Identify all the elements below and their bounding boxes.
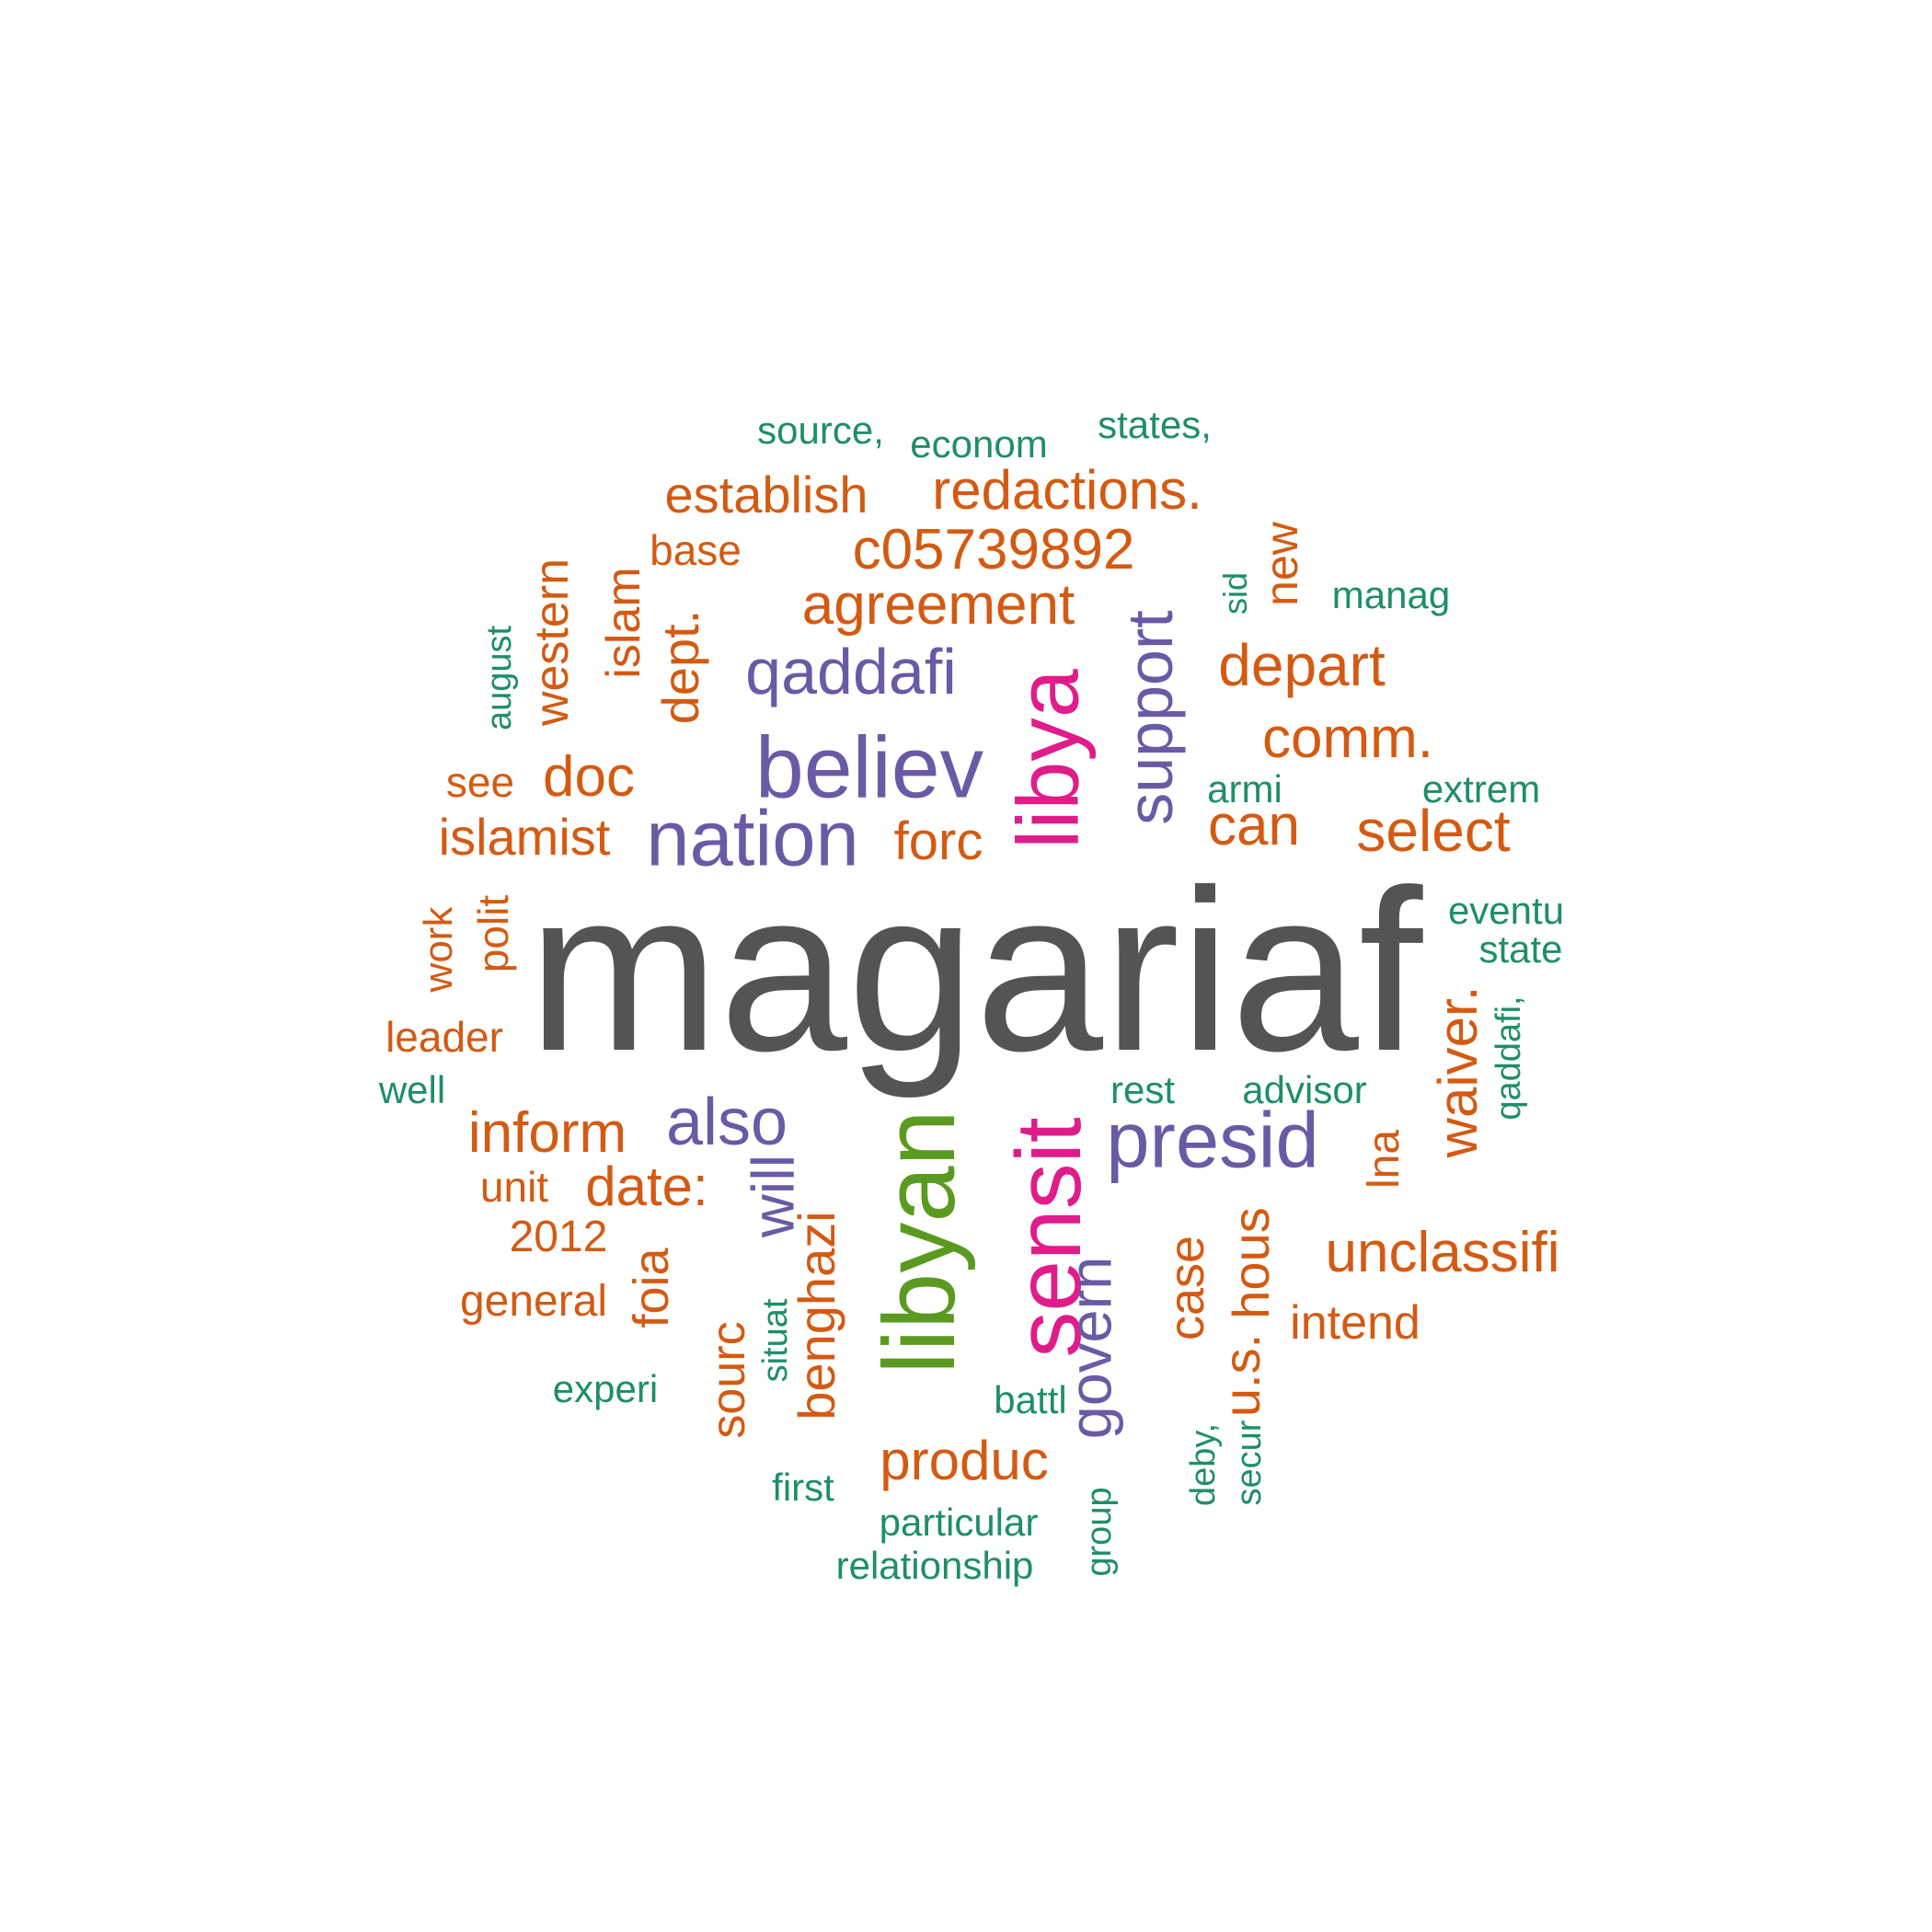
word-rest: rest bbox=[1110, 1068, 1176, 1111]
word-govern: govern bbox=[1056, 1256, 1124, 1440]
word-source: source, bbox=[757, 408, 884, 452]
word-inform: inform bbox=[467, 1101, 627, 1165]
word-qaddafi: qaddafi bbox=[745, 636, 957, 707]
word-nation: nation bbox=[646, 795, 859, 883]
word-also: also bbox=[665, 1086, 788, 1159]
word-armi: armi bbox=[1207, 767, 1282, 811]
word-work: work bbox=[416, 906, 461, 993]
word-situat: situat bbox=[756, 1298, 795, 1383]
word-believ: believ bbox=[754, 719, 984, 817]
word-magariaf: magariaf bbox=[527, 842, 1423, 1098]
word-secur: secur bbox=[1230, 1420, 1269, 1506]
word-polit: polit bbox=[469, 894, 517, 973]
word-agreement: agreement bbox=[801, 573, 1075, 637]
word-case: case bbox=[1159, 1235, 1214, 1341]
word-deby: deby, bbox=[1184, 1422, 1223, 1507]
word-states: states, bbox=[1098, 403, 1212, 446]
word-unclassifi: unclassifi bbox=[1325, 1221, 1560, 1284]
word-foia: foia bbox=[624, 1248, 679, 1328]
word-support: support bbox=[1114, 610, 1186, 825]
word-intend: intend bbox=[1290, 1296, 1420, 1350]
word-forc: forc bbox=[893, 811, 983, 871]
word-depart: depart bbox=[1218, 632, 1386, 698]
word-dept: dept. bbox=[651, 609, 709, 725]
word-manag: manag bbox=[1331, 573, 1451, 616]
word-produc: produc bbox=[880, 1430, 1049, 1491]
word-extrem: extrem bbox=[1421, 767, 1541, 811]
word-base: base bbox=[650, 526, 742, 574]
word-libyan: libyan bbox=[863, 1110, 976, 1374]
word-sid: sid bbox=[1216, 571, 1254, 615]
word-group: group bbox=[1080, 1487, 1119, 1577]
word-leader: leader bbox=[385, 1013, 503, 1061]
word-presid: presid bbox=[1106, 1097, 1319, 1185]
word-date: date: bbox=[585, 1156, 708, 1217]
word-hous: hous bbox=[1222, 1207, 1280, 1319]
word-2012: 2012 bbox=[509, 1213, 608, 1261]
word-islamist: islamist bbox=[438, 808, 611, 866]
word-new: new bbox=[1256, 522, 1307, 606]
word-islam: islam bbox=[597, 567, 650, 679]
word-qaddafi-comma: qaddafi, bbox=[1489, 995, 1528, 1121]
word-eventu: eventu bbox=[1447, 889, 1565, 932]
word-doc: doc bbox=[543, 745, 635, 809]
word-can: can bbox=[1208, 794, 1300, 857]
word-lna: lna bbox=[1360, 1129, 1409, 1190]
word-general: general bbox=[459, 1277, 608, 1326]
word-establish: establish bbox=[664, 466, 868, 523]
word-august: august bbox=[480, 625, 519, 731]
word-waiver: waiver. bbox=[1427, 985, 1489, 1158]
word-well: well bbox=[378, 1068, 446, 1111]
word-particular: particular bbox=[879, 1501, 1039, 1544]
word-unit: unit bbox=[479, 1163, 549, 1211]
word-state: state bbox=[1478, 927, 1563, 971]
word-first: first bbox=[772, 1466, 834, 1509]
word-select: select bbox=[1356, 798, 1511, 864]
word-econom: econom bbox=[910, 422, 1048, 466]
word-redactions: redactions. bbox=[932, 459, 1202, 521]
word-relationship: relationship bbox=[835, 1544, 1034, 1587]
word-experi: experi bbox=[552, 1367, 659, 1410]
word-comm: comm. bbox=[1262, 707, 1433, 770]
word-battl: battl bbox=[994, 1378, 1067, 1421]
word-advisor: advisor bbox=[1242, 1068, 1367, 1111]
word-us: u.s. bbox=[1213, 1333, 1271, 1418]
word-c05739892: c05739892 bbox=[852, 518, 1135, 581]
word-western: western bbox=[525, 558, 579, 727]
word-benghazi: benghazi bbox=[788, 1211, 845, 1420]
word-see: see bbox=[445, 758, 515, 806]
word-libya: libya bbox=[999, 669, 1098, 849]
word-sourc: sourc bbox=[702, 1321, 755, 1439]
